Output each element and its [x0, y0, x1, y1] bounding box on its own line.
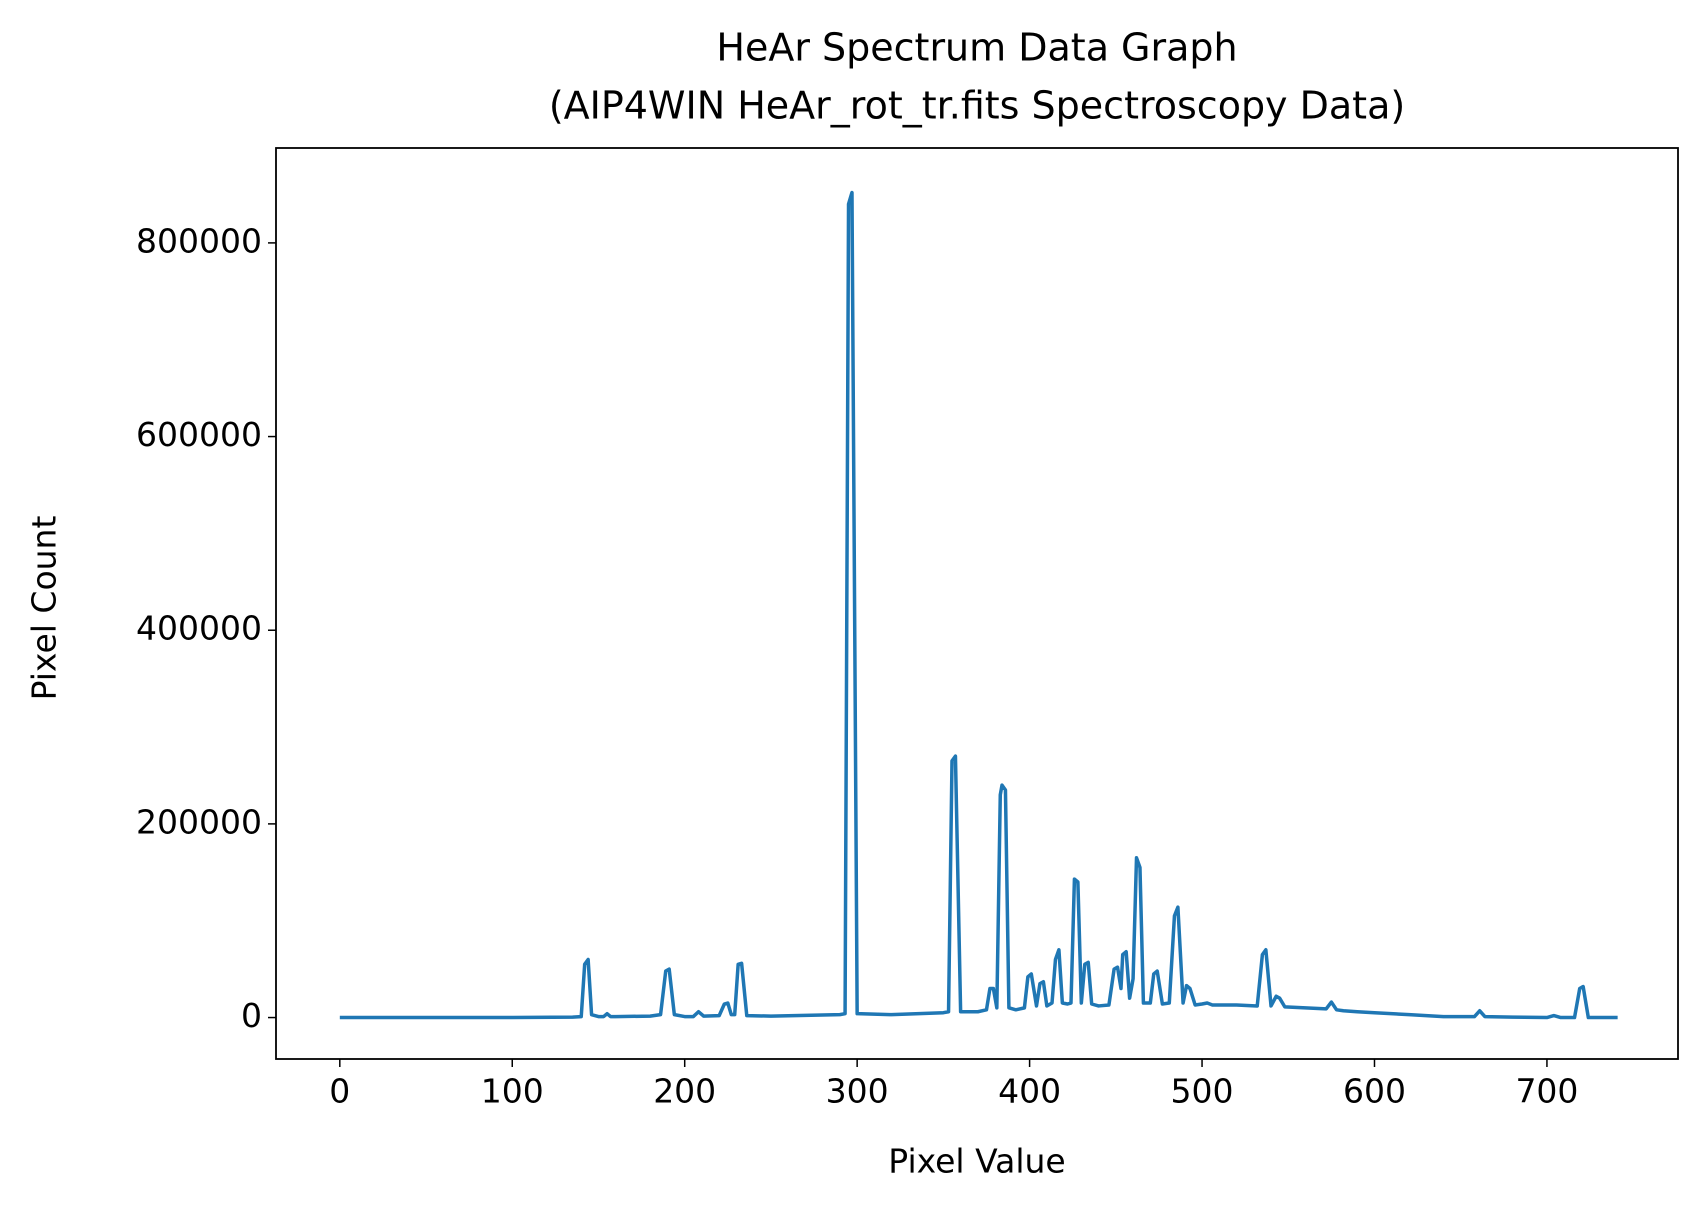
plot-frame — [275, 147, 1679, 1060]
y-tick-label: 600000 — [136, 415, 262, 454]
y-axis-label: Pixel Count — [25, 516, 64, 701]
x-tick-label: 500 — [1171, 1072, 1234, 1111]
data-line — [339, 190, 1618, 1020]
x-tick-label: 300 — [826, 1072, 889, 1111]
y-tick-label: 0 — [241, 996, 262, 1035]
x-tick-label: 200 — [653, 1072, 716, 1111]
y-tick-label: 400000 — [136, 609, 262, 648]
x-tick-label: 100 — [481, 1072, 544, 1111]
y-tick-label: 800000 — [136, 221, 262, 260]
x-tick-label: 400 — [998, 1072, 1061, 1111]
x-tick-label: 0 — [329, 1072, 350, 1111]
x-axis-label: Pixel Value — [888, 1142, 1065, 1181]
y-tick-label: 200000 — [136, 802, 262, 841]
x-tick-label: 700 — [1515, 1072, 1578, 1111]
chart-title: HeAr Spectrum Data Graph — [716, 26, 1237, 70]
x-tick-label: 600 — [1343, 1072, 1406, 1111]
chart-subtitle: (AIP4WIN HeAr_rot_tr.fits Spectroscopy D… — [549, 84, 1405, 128]
